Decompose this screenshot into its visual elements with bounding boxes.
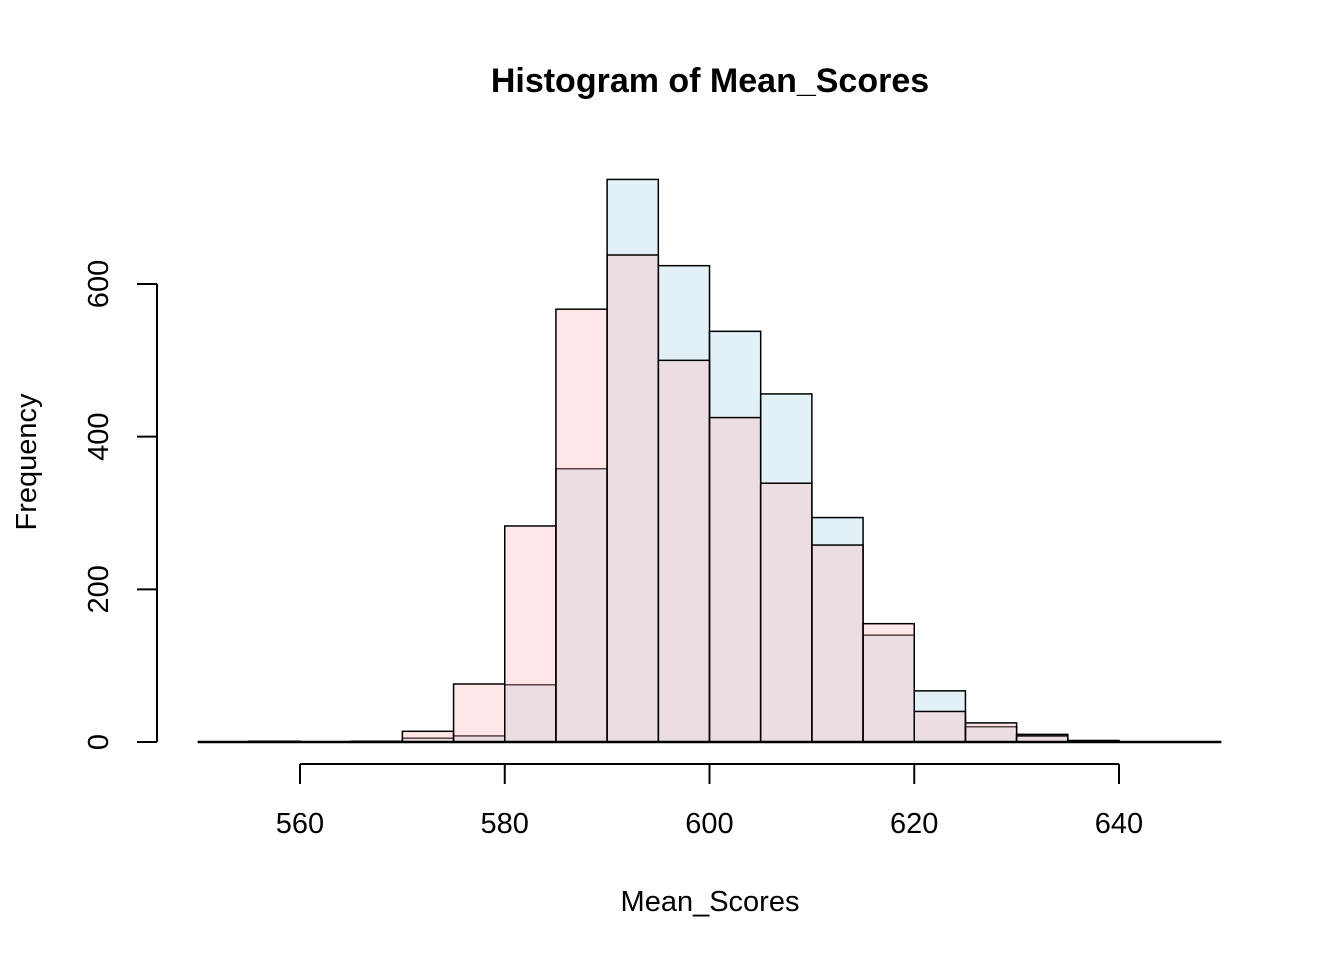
bar-series2-bin13 [862,622,915,743]
bar-series1-bin11 [759,393,813,743]
y-axis-label: Frequency [11,393,43,531]
bar-series1-bin7 [555,467,608,743]
bar-series2-bin8 [606,254,660,743]
x-tick-label-580: 580 [481,808,529,840]
x-tick-label-620: 620 [890,808,938,840]
bar-series2-bin10 [708,416,762,743]
bar-series1-bin13 [862,634,915,743]
bar-series2-bin14 [913,710,967,743]
bar-series1-bin10 [708,330,762,743]
bar-series2-bin15 [964,722,1018,743]
y-tick-label-200: 200 [83,565,115,613]
bar-series2-bin6 [504,525,557,743]
bar-series2-bin7 [555,308,608,743]
x-tick-label-560: 560 [276,808,324,840]
bar-series2-bin5 [452,683,506,743]
bar-series1-bin12 [811,516,864,743]
bar-series2-bin12 [811,544,864,743]
x-tick-label-640: 640 [1095,808,1143,840]
chart-title: Histogram of Mean_Scores [491,62,929,100]
bar-series2-bin11 [759,482,813,743]
x-tick-label-600: 600 [685,808,733,840]
bar-series1-bin8 [606,178,660,743]
y-tick-label-600: 600 [83,260,115,308]
axes: 560 580 600 620 640 0 200 400 600 [83,260,1222,840]
y-tick-label-400: 400 [83,412,115,460]
histogram-bars [248,178,1120,743]
bar-series2-bin4 [401,730,455,743]
y-tick-label-0: 0 [83,734,115,750]
bar-series2-bin9 [657,359,711,743]
x-axis-label: Mean_Scores [621,886,800,918]
